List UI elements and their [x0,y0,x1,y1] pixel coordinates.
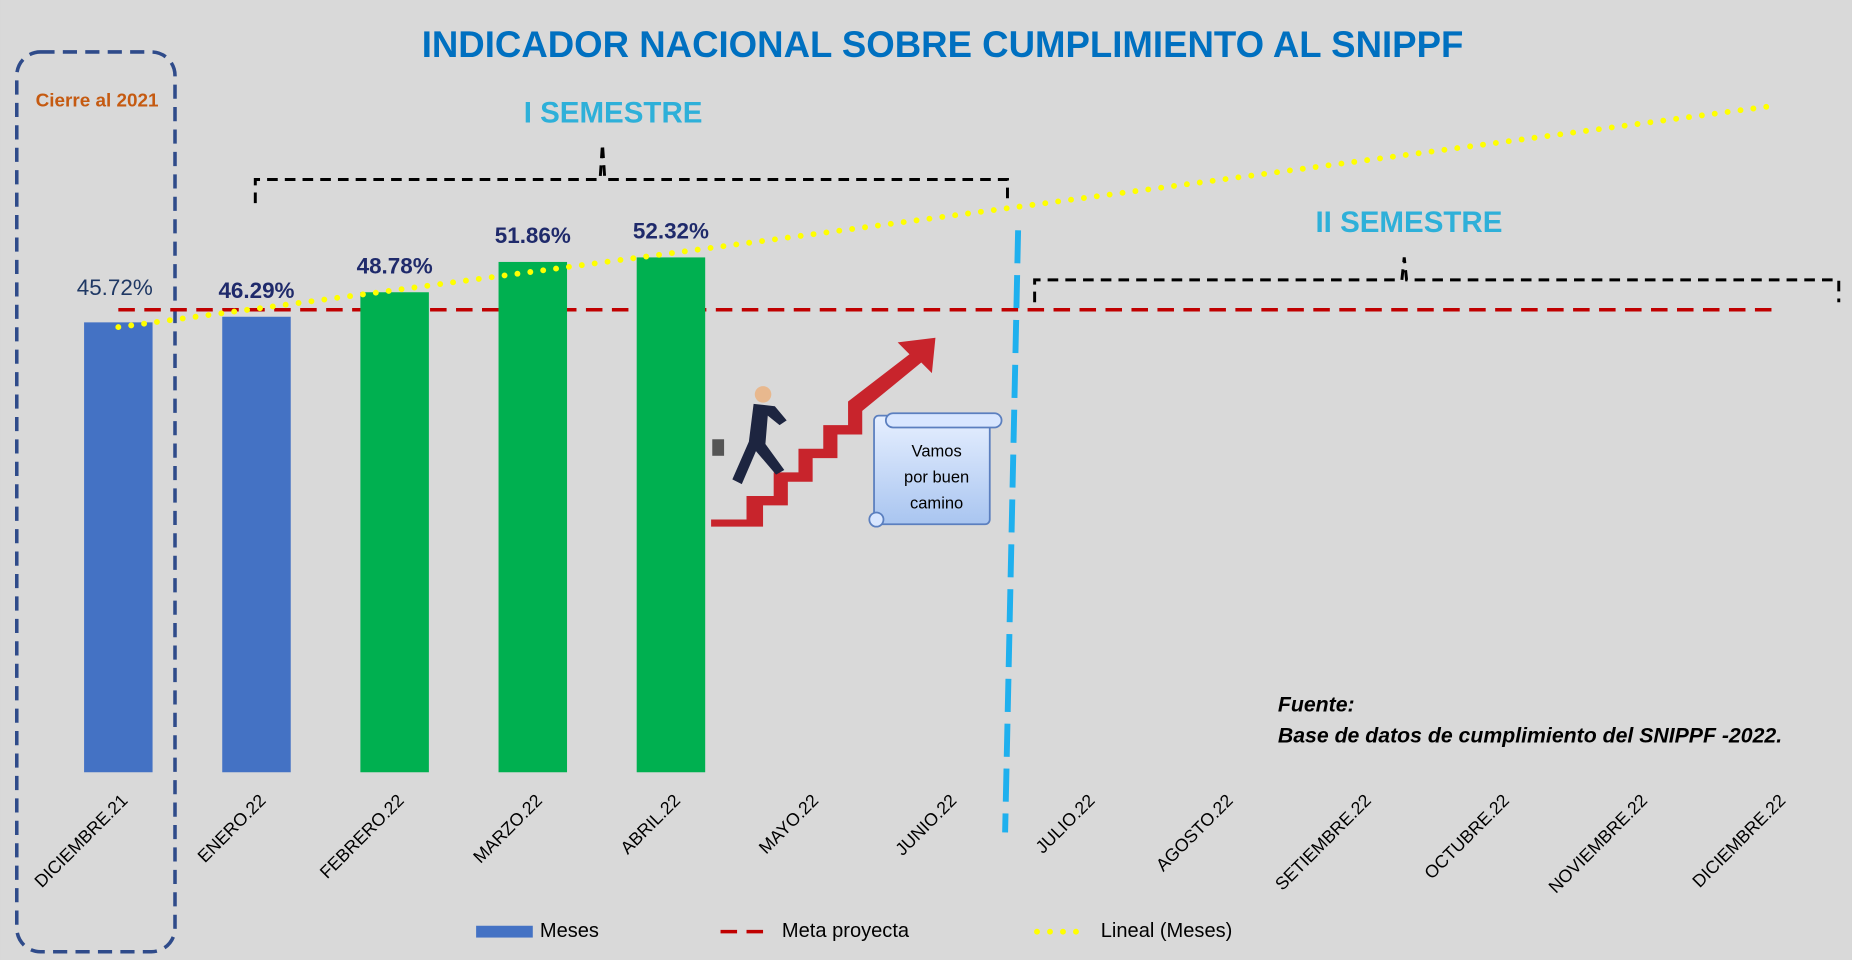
legend-label: Meta proyecta [782,920,910,942]
data-label: 46.29% [218,278,294,303]
data-label: 45.72% [77,275,153,300]
callout: Vamos por buen camino [869,413,1001,526]
data-label: 48.78% [357,253,433,278]
chart-title: INDICADOR NACIONAL SOBRE CUMPLIMIENTO AL… [422,24,1464,65]
chart: INDICADOR NACIONAL SOBRE CUMPLIMIENTO AL… [0,0,1852,960]
data-label: 51.86% [495,223,571,248]
legend: Meses Meta proyecta Lineal (Meses) [476,920,1232,942]
semester-label: I SEMESTRE [524,96,703,129]
bar [499,262,567,772]
data-label: 52.32% [633,219,709,244]
bar [637,257,705,772]
period-box-label: Cierre al 2021 [36,91,159,112]
callout-text: por buen [904,468,969,487]
legend-label: Lineal (Meses) [1101,920,1233,942]
bar [84,322,152,772]
semester-label: II SEMESTRE [1315,206,1502,239]
legend-label: Meses [540,920,599,942]
bar [222,317,290,772]
callout-text: camino [910,494,963,513]
source-text: Base de datos de cumplimiento del SNIPPF… [1278,723,1782,747]
bar [360,292,428,772]
legend-swatch [476,926,533,938]
source-label: Fuente: [1278,693,1355,717]
callout-text: Vamos [912,442,962,461]
